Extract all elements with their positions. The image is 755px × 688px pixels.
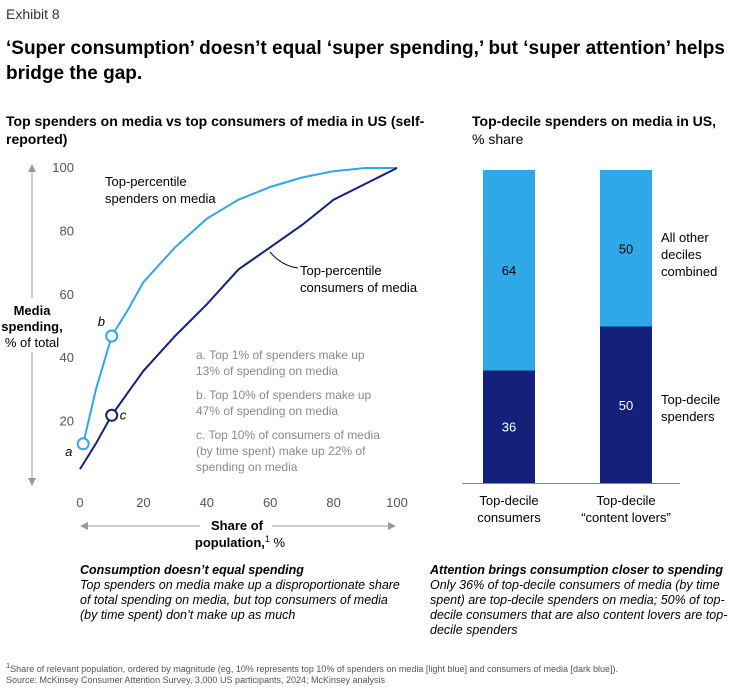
marker-label-b: b <box>98 314 105 329</box>
x-tick-label: 20 <box>136 495 150 510</box>
bar-segment-other-deciles <box>483 170 535 371</box>
right-chart-title-main: Top-decile spenders on media in US, <box>472 113 717 129</box>
x-tick-label: 40 <box>200 495 214 510</box>
bar-value-label: 50 <box>619 398 633 413</box>
legend-top-decile: Top-decile <box>661 392 720 407</box>
right-chart-subtitle: % share <box>472 131 524 147</box>
x-axis-label: Share of <box>211 518 264 533</box>
bar-value-label: 64 <box>502 263 516 278</box>
marker-c <box>105 408 119 422</box>
right-chart-title: Top-decile spenders on media in US, % sh… <box>472 112 755 148</box>
exhibit-label: Exhibit 8 <box>6 6 60 22</box>
legend-other-deciles: All other <box>661 230 709 245</box>
right-caption-body: Only 36% of top-decile consumers of medi… <box>430 578 728 637</box>
right-caption: Attention brings consumption closer to s… <box>430 563 748 638</box>
annotation-note: b. Top 10% of spenders make up <box>196 388 372 402</box>
marker-b <box>105 329 119 343</box>
y-tick-label: 60 <box>60 287 74 302</box>
legend-other-deciles: combined <box>661 264 717 279</box>
bar-chart: 36 64 Top-decile consumers 50 50 Top-decile “co… <box>462 170 720 525</box>
footnote: 1Share of relevant population, ordered b… <box>6 660 751 686</box>
footnote-superscript: 1 <box>6 661 11 670</box>
consumers-series-label: consumers of media <box>300 280 418 295</box>
footnote-line-1: 1Share of relevant population, ordered b… <box>6 660 751 675</box>
x-axis-label: population,1 % <box>195 534 286 550</box>
marker-label-a: a <box>65 444 72 459</box>
left-caption-heading: Consumption doesn’t equal spending <box>80 563 304 577</box>
y-tick-label: 40 <box>60 350 74 365</box>
spenders-series-label: spenders on media <box>105 191 216 206</box>
annotation-note: (by time spent) make up 22% of <box>196 444 366 458</box>
marker-a <box>76 437 90 451</box>
x-tick-label: 0 <box>76 495 83 510</box>
marker-label-c: c <box>120 407 127 422</box>
annotation-note: a. Top 1% of spenders make up <box>196 348 365 362</box>
category-label: “content lovers” <box>581 510 671 525</box>
consumers-leader-line <box>269 251 299 269</box>
right-caption-heading: Attention brings consumption closer to s… <box>430 563 724 577</box>
x-tick-label: 60 <box>263 495 277 510</box>
y-tick-label: 20 <box>60 414 74 429</box>
left-chart-title: Top spenders on media vs top consumers o… <box>6 113 425 147</box>
annotation-note: c. Top 10% of consumers of media <box>196 428 380 442</box>
bar-value-label: 36 <box>502 420 516 435</box>
left-caption-body: Top spenders on media make up a dispropo… <box>80 578 400 622</box>
x-tick-label: 100 <box>386 495 408 510</box>
x-axis-arrowhead-left <box>80 522 88 530</box>
bar-value-label: 50 <box>619 241 633 256</box>
footnote-source: Source: McKinsey Consumer Attention Surv… <box>6 675 386 685</box>
y-axis-label: Media <box>14 303 52 318</box>
y-tick-label: 80 <box>60 223 74 238</box>
category-label: Top-decile <box>596 493 655 508</box>
consumers-series-label: Top-percentile <box>300 263 382 278</box>
footnote-text: Share of relevant population, ordered by… <box>10 664 619 674</box>
annotation-note: 13% of spending on media <box>196 364 338 378</box>
consumers-line <box>79 167 398 470</box>
y-tick-label: 100 <box>52 160 74 175</box>
bar-segment-top-decile <box>483 370 535 483</box>
annotation-note: 47% of spending on media <box>196 404 338 418</box>
y-axis-label: spending, <box>1 319 62 334</box>
category-label: Top-decile <box>479 493 538 508</box>
y-axis-arrowhead-down <box>28 478 36 486</box>
legend-other-deciles: deciles <box>661 247 702 262</box>
category-label: consumers <box>477 510 541 525</box>
spenders-series-label: Top-percentile <box>105 174 187 189</box>
bar-segment-other-deciles <box>600 170 652 327</box>
annotation-note: spending on media <box>196 460 298 474</box>
bar-segment-top-decile <box>600 326 652 483</box>
left-caption: Consumption doesn’t equal spending Top s… <box>80 563 400 623</box>
legend-top-decile: spenders <box>661 409 715 424</box>
x-axis-arrowhead-right <box>388 522 396 530</box>
y-axis-arrowhead-up <box>28 164 36 172</box>
x-tick-label: 80 <box>326 495 340 510</box>
headline: ‘Super consumption’ doesn’t equal ‘super… <box>6 38 725 84</box>
y-axis-unit: % of total <box>5 335 59 350</box>
spenders-line <box>82 167 397 445</box>
